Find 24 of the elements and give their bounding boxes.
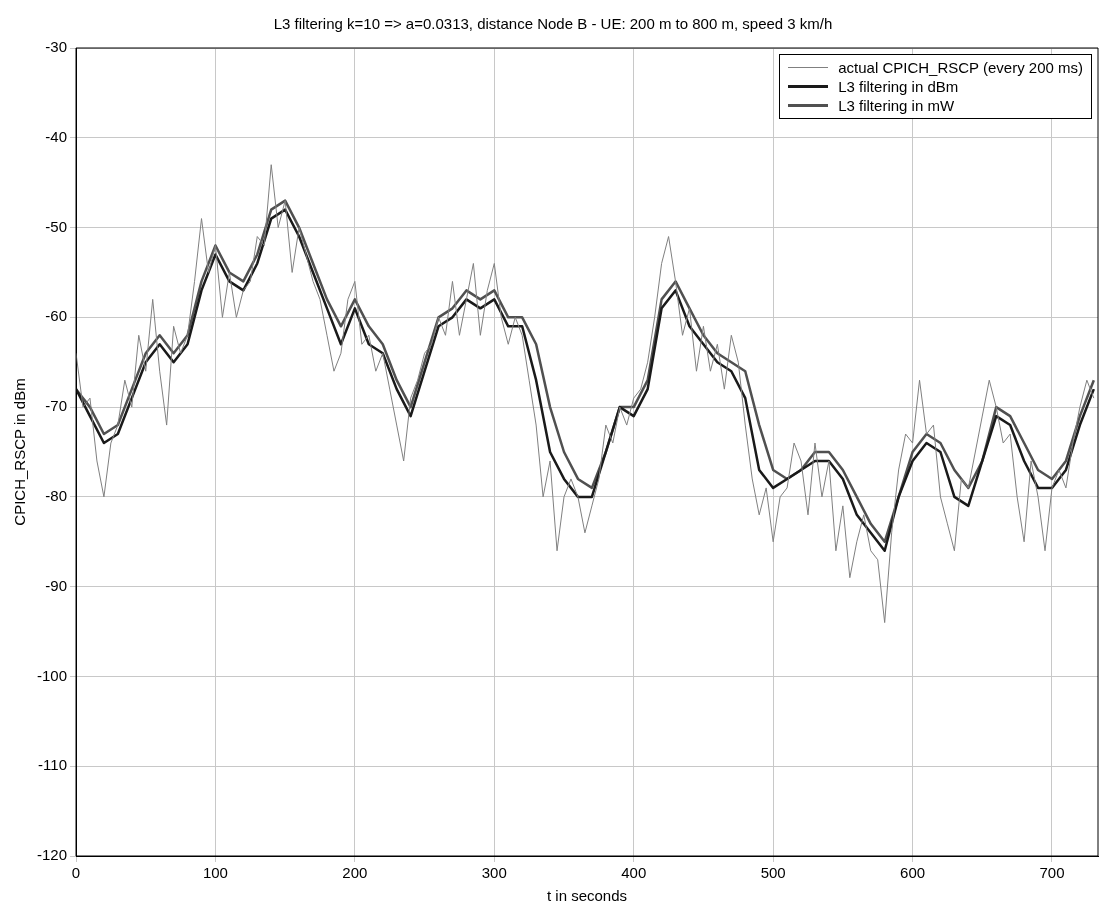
y-tick-label: -100 <box>36 666 68 684</box>
legend-label: L3 filtering in mW <box>838 96 955 115</box>
y-axis-title: CPICH_RSCP in dBm <box>11 378 29 526</box>
y-tick-label: -80 <box>45 487 68 505</box>
y-tick-label: -60 <box>45 307 68 325</box>
y-tick-label: -30 <box>45 38 68 56</box>
y-tick-label: -40 <box>45 127 68 145</box>
x-axis-title: t in seconds <box>546 887 628 905</box>
y-tick-label: -120 <box>36 846 68 864</box>
x-tick-label: 0 <box>71 864 81 882</box>
y-tick-label: -110 <box>38 756 68 774</box>
x-tick-label: 500 <box>760 864 786 882</box>
x-tick-label: 400 <box>621 864 647 882</box>
y-tick-label: -70 <box>45 397 68 415</box>
x-tick-label: 300 <box>481 864 507 882</box>
y-tick-label: -50 <box>45 217 68 235</box>
legend-label: L3 filtering in dBm <box>838 77 959 96</box>
legend-label: actual CPICH_RSCP (every 200 ms) <box>838 58 1083 77</box>
y-tick-label: -90 <box>45 576 68 594</box>
x-tick-label: 700 <box>1039 864 1065 882</box>
chart-title: L3 filtering k=10 => a=0.0313, distance Node B - UE: 200 m to 800 m, speed 3 km/h <box>273 15 833 33</box>
x-tick-label: 600 <box>900 864 926 882</box>
x-tick-label: 100 <box>202 864 228 882</box>
x-tick-label: 200 <box>342 864 368 882</box>
